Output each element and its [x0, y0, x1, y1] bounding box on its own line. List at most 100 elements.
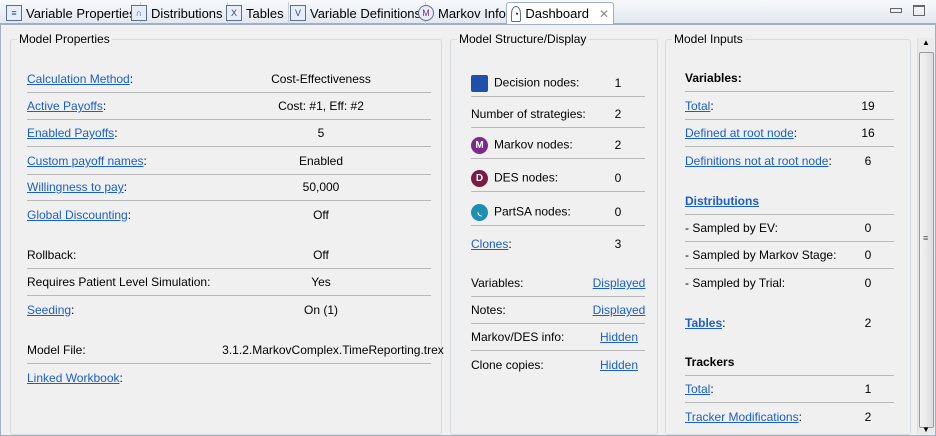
markov-icon: M — [418, 5, 434, 21]
display-row: Variables: Displayed — [471, 270, 645, 297]
row-label: D DES nodes: — [471, 169, 558, 187]
markov-node-icon: M — [471, 136, 488, 154]
property-row: Active Payoffs: Cost: #1, Eff: #2 — [27, 93, 431, 120]
tab-bar: ≡ Variable Properties ∩ Distributions X Tab… — [0, 0, 936, 24]
label-link[interactable]: Willingness to pay: — [27, 180, 128, 194]
row-value: 0 — [864, 275, 872, 290]
row-label: Notes: — [471, 303, 506, 317]
distributions-row: - Sampled by EV: 0 — [685, 215, 894, 242]
row-label: Rollback: — [27, 248, 77, 262]
row-value: Cost: #1, Eff: #2 — [278, 99, 364, 113]
label-link[interactable]: Global Discounting: — [27, 207, 132, 222]
label-link[interactable]: Total: — [685, 99, 714, 113]
partsa-node-icon: ◟ — [471, 203, 488, 221]
row-value: 16 — [861, 126, 875, 140]
row-value: Enabled — [298, 154, 344, 168]
label-link[interactable]: Linked Workbook: — [27, 370, 123, 385]
tab-dashboard[interactable]: ◔ Dashboard ✕ — [506, 2, 614, 24]
row-value: 3 — [614, 236, 622, 251]
row-label: - Sampled by EV: — [685, 221, 778, 235]
tables-row: Tables: 2 — [685, 309, 894, 336]
tab-variable-definitions[interactable]: V Variable Definitions — [286, 2, 427, 24]
toggle-link[interactable]: Hidden — [599, 330, 639, 344]
minimize-button[interactable] — [890, 8, 902, 13]
variables-heading: Variables: — [685, 65, 894, 92]
row-value: 50,000 — [302, 180, 340, 194]
label-link[interactable]: Total: — [685, 382, 714, 396]
maximize-button[interactable] — [913, 5, 925, 16]
row-label: Markov/DES info: — [471, 330, 565, 344]
structure-row: Number of strategies: 2 — [471, 101, 645, 128]
row-value: 1 — [614, 76, 622, 90]
property-row: Model File: 3.1.2.MarkovComplex.TimeRepor… — [27, 337, 444, 364]
label-link[interactable]: Distributions — [685, 194, 759, 208]
trackers-row: Tracker Modifications: 2 — [685, 403, 894, 430]
tab-distributions[interactable]: ∩ Distributions — [127, 2, 228, 24]
structure-row: ◟ PartSA nodes: 0 — [471, 199, 645, 226]
variables-row: Total: 19 — [685, 93, 894, 120]
property-row: Global Discounting: Off — [27, 201, 431, 228]
property-row: Enabled Payoffs: 5 — [27, 120, 431, 147]
label-link[interactable]: Custom payoff names: — [27, 154, 147, 168]
label-link[interactable]: Definitions not at root node: — [685, 153, 832, 168]
trackers-heading: Trackers — [685, 349, 894, 376]
row-value: 0 — [864, 221, 872, 235]
group-title: Model Properties — [17, 32, 112, 46]
row-value: 5 — [317, 126, 325, 140]
row-value: 0 — [614, 205, 622, 219]
close-icon[interactable]: ✕ — [598, 6, 609, 21]
row-value: 3.1.2.MarkovComplex.TimeReporting.trex — [222, 343, 444, 357]
tables-icon: X — [226, 5, 242, 21]
row-label: Variables: — [471, 276, 524, 290]
dashboard-content: Model Properties Calculation Method: Cost… — [0, 24, 936, 436]
row-value: 19 — [861, 99, 875, 113]
row-label: - Sampled by Trial: — [685, 275, 786, 290]
toggle-link[interactable]: Displayed — [592, 303, 646, 317]
tab-tables[interactable]: X Tables — [222, 2, 289, 24]
row-label: Clone copies: — [471, 357, 544, 372]
scroll-down-icon[interactable]: ▼ — [922, 425, 930, 434]
grip-icon: ≡ — [923, 233, 929, 243]
tab-variable-properties[interactable]: ≡ Variable Properties — [2, 2, 141, 24]
label-link[interactable]: Active Payoffs: — [27, 99, 107, 113]
row-label: Requires Patient Level Simulation: — [27, 275, 211, 289]
vertical-scrollbar[interactable]: ▲ ≡ ▼ — [917, 38, 934, 434]
variables-row: Defined at root node: 16 — [685, 120, 894, 147]
structure-row: D DES nodes: 0 — [471, 165, 645, 192]
toggle-link[interactable]: Displayed — [592, 276, 646, 290]
decision-node-icon — [471, 74, 488, 92]
label-link[interactable]: Tables: — [685, 315, 726, 330]
row-value: On (1) — [303, 302, 338, 317]
display-row: Notes: Displayed — [471, 297, 645, 324]
distributions-icon: ∩ — [131, 5, 147, 21]
variable-properties-icon: ≡ — [6, 5, 22, 21]
label-link[interactable]: Tracker Modifications: — [685, 409, 802, 424]
scroll-thumb[interactable]: ≡ — [919, 52, 934, 428]
toggle-link[interactable]: Hidden — [599, 357, 639, 372]
property-row: Calculation Method: Cost-Effectiveness — [27, 66, 431, 93]
scroll-up-icon[interactable]: ▲ — [922, 38, 930, 47]
structure-row: Clones: 3 — [471, 230, 645, 257]
distributions-row: - Sampled by Markov Stage: 0 — [685, 242, 894, 269]
label-link[interactable]: Seeding: — [27, 302, 75, 317]
row-value: 0 — [614, 171, 622, 185]
row-label: ◟ PartSA nodes: — [471, 203, 571, 221]
tab-markov-info[interactable]: M Markov Info — [414, 2, 511, 24]
row-label: M Markov nodes: — [471, 136, 573, 154]
model-inputs-group: Model Inputs — [665, 32, 911, 435]
distributions-row: - Sampled by Trial: 0 — [685, 269, 894, 296]
row-value: Off — [313, 207, 329, 222]
row-value: Yes — [311, 275, 331, 289]
structure-row: M Markov nodes: 2 — [471, 132, 645, 159]
distributions-heading: Distributions — [685, 188, 894, 215]
property-row: Seeding: On (1) — [27, 296, 431, 323]
row-value: 2 — [614, 138, 622, 152]
label-link[interactable]: Defined at root node: — [685, 126, 798, 140]
label-link[interactable]: Clones: — [471, 236, 512, 251]
variables-row: Definitions not at root node: 6 — [685, 147, 894, 174]
display-row: Markov/DES info: Hidden — [471, 324, 645, 351]
row-value: 2 — [614, 107, 622, 121]
model-structure-group: Model Structure/Display — [450, 32, 658, 435]
label-link[interactable]: Enabled Payoffs: — [27, 126, 118, 140]
label-link[interactable]: Calculation Method: — [27, 72, 134, 86]
